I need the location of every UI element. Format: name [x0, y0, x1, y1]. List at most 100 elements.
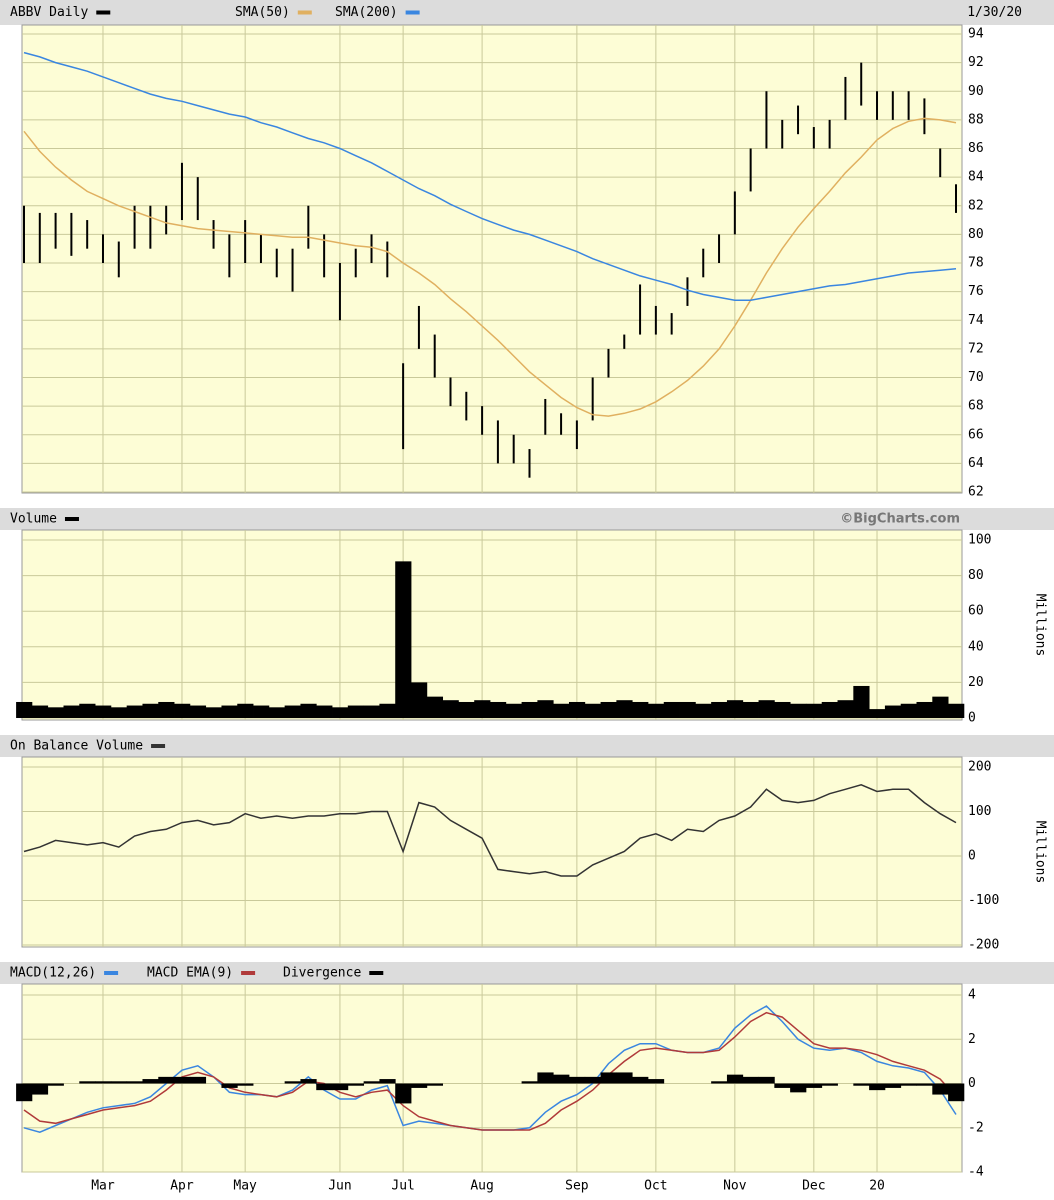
- y-tick-label: 4: [968, 988, 976, 1003]
- bar: [237, 1083, 254, 1086]
- bar: [632, 701, 649, 718]
- plot-area: [21, 24, 963, 494]
- x-tick-label: Mar: [91, 1179, 115, 1194]
- bar: [411, 1083, 428, 1088]
- bar: [869, 709, 886, 718]
- y-tick-label: 78: [968, 256, 984, 271]
- bar: [521, 701, 538, 718]
- series-line: [23, 117, 957, 417]
- bar: [363, 705, 380, 718]
- legend-label: Volume: [10, 512, 57, 527]
- y-tick-label: 70: [968, 370, 984, 385]
- bar: [742, 1076, 759, 1084]
- y-tick-label: 80: [968, 568, 984, 583]
- y-tick-label: 0: [968, 711, 976, 726]
- bar: [174, 1076, 191, 1084]
- bar: [347, 705, 365, 718]
- bar: [948, 1083, 965, 1102]
- y-tick-label: -2: [968, 1120, 984, 1135]
- y-tick-label: 92: [968, 55, 984, 70]
- x-tick-label: Dec: [802, 1179, 825, 1194]
- x-tick-label: Oct: [644, 1179, 667, 1194]
- bar: [663, 701, 680, 718]
- bar: [363, 1081, 380, 1084]
- bar: [711, 701, 728, 718]
- bar: [316, 705, 333, 718]
- bar: [300, 1079, 317, 1084]
- bar: [790, 1083, 807, 1093]
- legend-label: MACD(12,26): [10, 966, 96, 981]
- y-tick-label: 82: [968, 198, 984, 213]
- bar: [805, 703, 823, 718]
- bar: [916, 1083, 933, 1086]
- x-tick-label: Apr: [170, 1179, 194, 1194]
- y-tick-label: 20: [968, 675, 984, 690]
- legend-label: SMA(50): [235, 5, 290, 20]
- bar: [584, 703, 601, 718]
- bar: [521, 1081, 538, 1084]
- y-tick-label: 62: [968, 485, 984, 500]
- bar: [47, 1083, 64, 1086]
- legend-label: On Balance Volume: [10, 739, 143, 754]
- legend-label: Divergence: [283, 966, 361, 981]
- x-tick-label: May: [233, 1179, 257, 1194]
- bar: [884, 705, 902, 718]
- bar: [948, 703, 965, 718]
- legend-label: MACD EMA(9): [147, 966, 233, 981]
- bar: [853, 685, 870, 718]
- bar: [821, 701, 838, 718]
- credit: ©BigCharts.com: [840, 512, 960, 527]
- bar: [537, 1072, 554, 1084]
- y-tick-label: -200: [968, 938, 999, 953]
- bar: [505, 703, 522, 718]
- legend-swatch: [104, 971, 119, 975]
- y-tick-label: 60: [968, 604, 984, 619]
- bar: [774, 701, 791, 718]
- bar: [758, 1076, 775, 1084]
- y-tick-label: 90: [968, 84, 984, 99]
- bar: [647, 1079, 665, 1084]
- bar: [158, 1076, 175, 1084]
- legend-swatch: [64, 517, 79, 521]
- y-tick-label: 68: [968, 399, 984, 414]
- bar: [47, 707, 64, 718]
- panel-header: [0, 962, 1054, 984]
- y-tick-label: 64: [968, 456, 984, 471]
- bar: [316, 1083, 333, 1091]
- bar: [142, 1079, 159, 1084]
- bar: [853, 1083, 870, 1086]
- y-tick-label: 84: [968, 170, 984, 185]
- legend-swatch: [297, 10, 312, 15]
- bar: [95, 705, 112, 718]
- bar: [189, 705, 207, 718]
- x-tick-label: Jun: [328, 1179, 351, 1194]
- bar: [742, 701, 759, 718]
- series-line: [23, 51, 957, 301]
- bar: [568, 1076, 586, 1084]
- bar: [790, 703, 807, 718]
- legend-swatch: [369, 971, 384, 975]
- bar: [900, 703, 917, 718]
- x-tick-label: 20: [869, 1179, 885, 1194]
- date-label: 1/30/20: [967, 5, 1022, 20]
- bar: [900, 1083, 917, 1086]
- bar: [268, 707, 286, 718]
- y-tick-label: 200: [968, 760, 991, 775]
- legend-label: SMA(200): [335, 5, 398, 20]
- x-tick-label: Jul: [391, 1179, 414, 1194]
- panel-header: [0, 508, 1054, 530]
- bar: [16, 1083, 33, 1102]
- bar: [110, 707, 128, 718]
- legend-swatch: [405, 10, 420, 15]
- y-tick-label: 88: [968, 112, 984, 127]
- bar: [632, 1076, 649, 1084]
- bar: [79, 1081, 96, 1084]
- bar: [600, 701, 617, 718]
- bar: [110, 1081, 128, 1084]
- legend-swatch: [96, 10, 111, 15]
- y-tick-label: 74: [968, 313, 984, 328]
- bar: [490, 701, 507, 718]
- bar: [458, 701, 475, 718]
- bar: [347, 1083, 365, 1086]
- bar: [932, 1083, 949, 1095]
